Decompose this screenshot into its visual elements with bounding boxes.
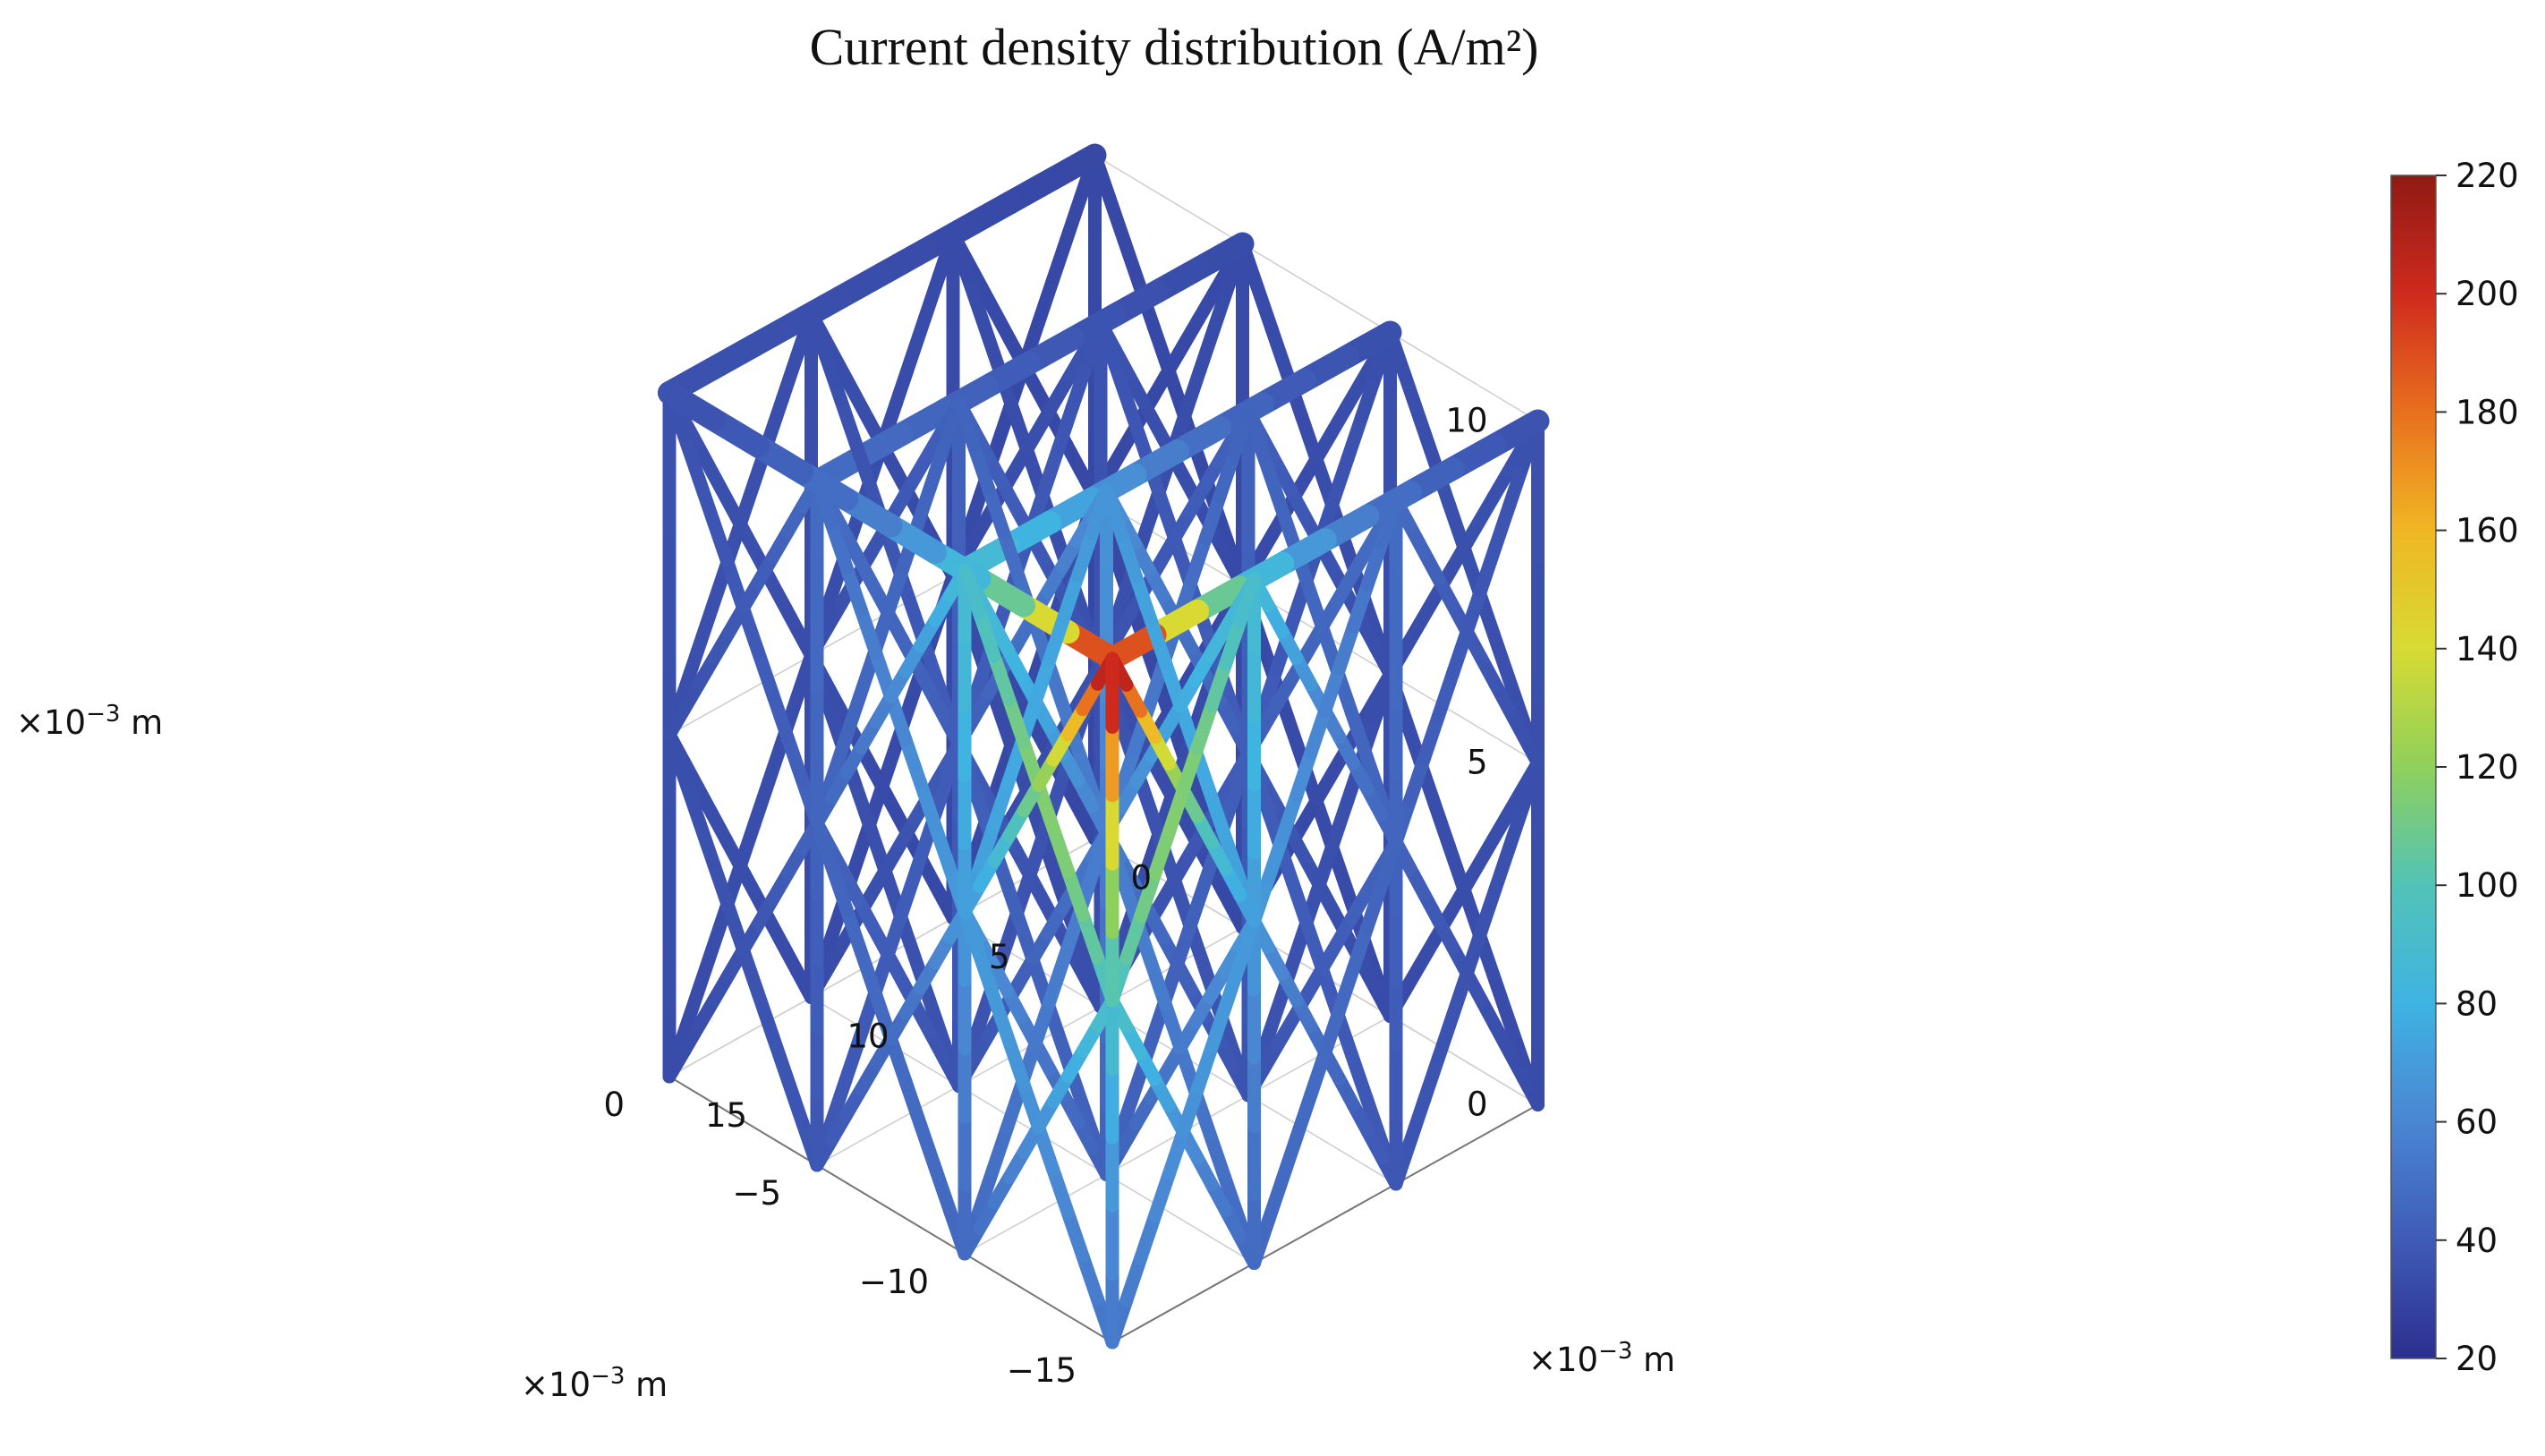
colorbar-tick-label: 60 [2456,1103,2498,1142]
diagonal-strut [1247,835,1403,1270]
diagonal-strut [810,474,972,919]
lattice-structure [658,143,1550,1350]
chart-title: Current density distribution (A/m²) [810,18,1539,76]
y-tick-label: 5 [989,938,1010,976]
diagonal-strut [958,905,1119,1350]
colorbar-tick-label: 40 [2456,1222,2498,1260]
z-tick-label: 0 [1467,1086,1488,1124]
z-axis-unit-label: ×10−3 m [16,701,163,742]
diagonal-strut [1105,651,1261,928]
x-tick-label: −10 [859,1263,929,1301]
diagonal-strut [1389,493,1545,770]
colorbar-tick-label: 160 [2456,512,2519,550]
colorbar-ticks: 20 40 60 80 100 120 140 160 180 200 220 [2436,157,2519,1378]
x-tick-label: −15 [1007,1351,1077,1390]
colorbar-tick-label: 100 [2456,866,2519,905]
x-axis-unit-label: ×10−3 m [521,1363,668,1404]
colorbar [2390,175,2437,1359]
diagonal-strut [1247,493,1403,928]
diagonal-strut [958,651,1119,919]
diagonal-strut [1100,573,1261,839]
y-tick-label: 0 [1131,859,1153,898]
colorbar-tick-label: 220 [2456,157,2519,195]
diagonal-strut [1105,915,1261,1350]
grid-line [1094,154,1538,422]
y-tick-label: 10 [847,1017,889,1056]
top-beam [658,143,1107,404]
colorbar-tick-label: 140 [2456,630,2519,668]
colorbar-tick-label: 200 [2456,275,2519,313]
colorbar-tick-label: 80 [2456,984,2498,1023]
diagonal-strut [662,816,824,1084]
x-axis-line [1111,1103,1538,1343]
y-tick-label: 15 [705,1096,747,1135]
diagonal-strut [662,386,824,830]
z-tick-label: 5 [1467,744,1488,782]
colorbar-tick-label: 180 [2456,393,2519,431]
diagonal-strut [810,905,972,1172]
colorbar-tick-label: 20 [2456,1340,2498,1378]
diagonal-strut [1389,414,1545,849]
x-tick-label: −5 [732,1174,781,1213]
x-tick-label: 0 [603,1086,625,1124]
diagonal-strut [810,563,972,830]
y-axis-unit-label: ×10−3 m [1528,1338,1675,1379]
axis-ticks: 0 5 10 0 −5 −10 −15 0 5 10 15 [603,402,1487,1391]
diagonal-strut [1389,835,1545,1111]
y-axis-line [668,1076,1113,1343]
z-tick-label: 10 [1445,402,1487,440]
colorbar-tick-label: 120 [2456,748,2519,787]
